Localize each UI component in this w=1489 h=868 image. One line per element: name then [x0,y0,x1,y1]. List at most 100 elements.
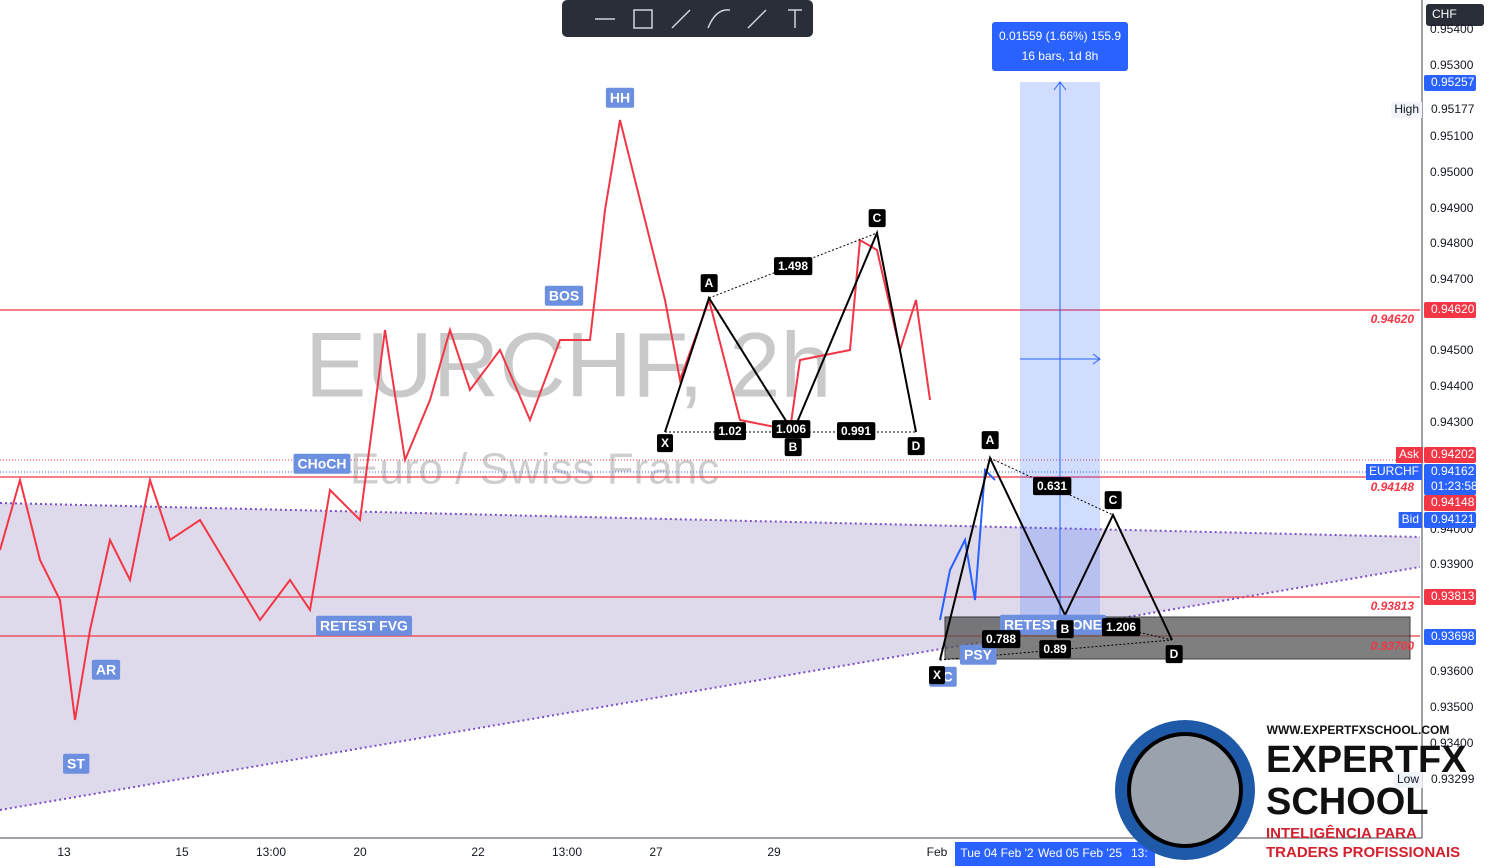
price-tag [1424,102,1476,118]
label-text: RETEST FVG [320,618,408,634]
price-trace [0,119,931,721]
price-tick-label: 0.93400 [1430,736,1474,750]
price-tick-label: 0.95100 [1430,129,1474,143]
label-box [959,644,997,665]
price-tag [1424,464,1476,495]
price-tick-label: 0.93500 [1430,700,1474,714]
tag-label: Bid [1402,512,1419,526]
time-tag: 13: [1131,846,1148,860]
label-text: ST [67,756,85,772]
tag-label: Low [1397,772,1419,786]
level-label: 0.93813 [1371,599,1415,613]
label-text: 1.206 [1106,620,1136,634]
currency-button[interactable] [1426,4,1484,26]
logo-emblem [1127,732,1243,848]
label-text: 0.788 [986,632,1016,646]
label-text: B [789,440,798,454]
label-box [1039,640,1072,659]
logo-tagline: TRADERS PROFISSIONAIS [1266,844,1460,861]
label-box [63,753,90,774]
time-range [955,842,1155,866]
label-box [771,420,811,439]
label-text: B [1061,622,1070,636]
drawing-toolbar [562,0,813,37]
label-text: 1.498 [778,259,808,273]
label-text: X [933,668,941,682]
level-label: 0.93700 [1371,639,1415,653]
triangle-zone [0,503,1420,810]
label-box [700,274,718,293]
label-text: 1.006 [776,422,806,436]
price-tick-label: 0.94500 [1430,343,1474,357]
label-box [981,630,1021,649]
logo-url: WWW.EXPERTFXSCHOOL.COM [1267,723,1450,737]
label-box [1056,620,1074,639]
price-tag-text: 0.93813 [1431,589,1475,603]
measure-text: 0.01559 (1.66%) 155.9 [999,29,1121,43]
label-text: HH [610,90,630,106]
watermark-name: Euro / Swiss Franc [350,445,719,494]
price-tag-text: 0.93299 [1431,772,1475,786]
toolbar-icons[interactable] [595,9,802,29]
label-text: CHoCH [298,456,347,472]
tag-label-box [1366,464,1422,480]
label-box [928,666,946,685]
measure-text: 16 bars, 1d 8h [1022,49,1099,63]
label-text: 0.631 [1037,479,1067,493]
label-box [293,453,351,474]
price-tag [1424,447,1476,463]
label-box [1032,477,1072,496]
label-text: A [705,276,714,290]
tag-label: EURCHF [1369,464,1419,478]
price-tag-text: 0.95177 [1431,102,1475,116]
label-box [1104,491,1122,510]
label-text: C [1109,493,1118,507]
time-tick-label: 13:00 [256,845,286,859]
price-tick-label: 0.95000 [1430,165,1474,179]
price-tag [1424,302,1476,318]
price-tag-text: 0.94148 [1431,495,1475,509]
label-box [836,422,876,441]
measure-arrow [1092,353,1101,365]
logo-name: EXPERTFX [1266,739,1467,781]
price-tick-label: 0.95400 [1430,22,1474,36]
label-text: PSY [964,647,993,663]
time-tick-label: Feb [927,845,948,859]
label-box [605,87,635,108]
price-tick-label: 0.93600 [1430,664,1474,678]
price-tag-text: 0.94202 [1431,447,1475,461]
label-text: RETEST ZONE [1004,617,1102,633]
label-box [1165,645,1183,664]
label-box [784,438,802,457]
time-tick-label: 22 [471,845,485,859]
measure-tooltip [992,22,1128,71]
tag-label-box [1391,102,1422,118]
level-label: 0.94148 [1371,480,1415,494]
label-text: A [986,433,995,447]
price-tag [1424,512,1476,528]
level-label: 0.94620 [1371,312,1415,326]
label-box [1101,618,1141,637]
tag-label-box [1395,447,1423,463]
price-tag [1424,589,1476,605]
label-box [656,434,674,453]
time-tick-label: 15 [175,845,189,859]
time-tick-label: 13 [57,845,71,859]
price-tick-label: 0.93900 [1430,557,1474,571]
time-tick-label: 13:00 [552,845,582,859]
tag-label: High [1394,102,1419,116]
price-tag-text: 0.95257 [1431,75,1475,89]
price-tag-text: 0.93698 [1431,629,1475,643]
label-text: 1.02 [718,424,742,438]
price-tick-label: 0.95300 [1430,58,1474,72]
label-box [544,285,584,306]
label-text: 0.89 [1043,642,1067,656]
price-tick-label: 0.94900 [1430,201,1474,215]
currency: CHF [1432,7,1457,21]
price-tag-text: 0.94162 [1431,464,1475,478]
label-text: 0.991 [841,424,871,438]
price-tag-text: 0.94121 [1431,512,1475,526]
price-tick-label: 0.94700 [1430,272,1474,286]
price-tick-label: 0.94800 [1430,236,1474,250]
